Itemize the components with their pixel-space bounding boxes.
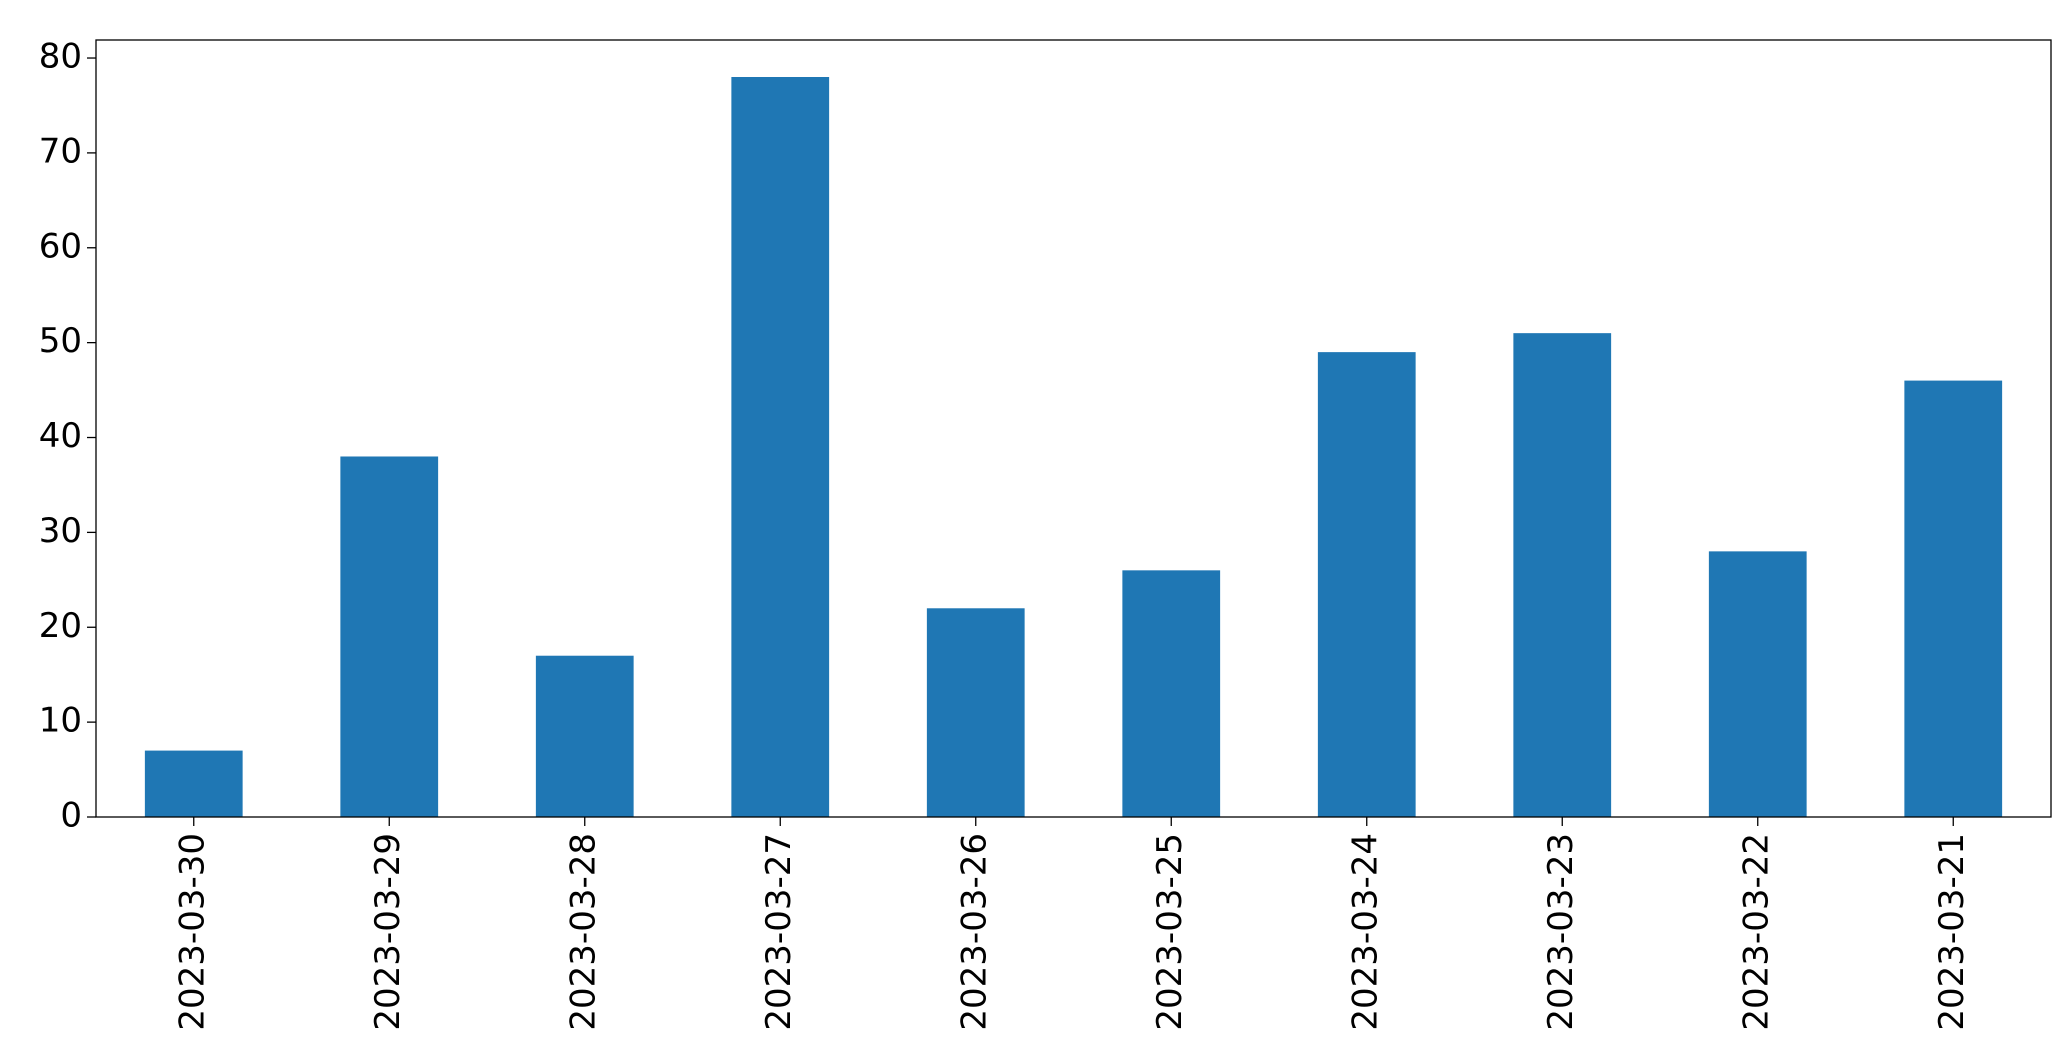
x-tick-label: 2023-03-24 <box>1345 833 1385 1031</box>
plot-frame <box>95 39 2052 818</box>
bar <box>1904 380 2003 817</box>
y-tick-label: 40 <box>39 416 82 456</box>
bar <box>731 77 830 817</box>
x-tick-label: 2023-03-23 <box>1541 833 1581 1031</box>
bar <box>535 655 634 817</box>
y-tick-label: 50 <box>39 321 82 361</box>
y-tick-label: 30 <box>39 511 82 551</box>
bar <box>1317 352 1416 817</box>
bar <box>1122 570 1221 817</box>
bar <box>340 456 439 817</box>
bar <box>926 608 1025 817</box>
y-tick-label: 0 <box>60 796 82 836</box>
y-tick-label: 20 <box>39 606 82 646</box>
x-tick-label: 2023-03-22 <box>1736 833 1776 1031</box>
x-tick-label: 2023-03-30 <box>172 833 212 1031</box>
x-tick-label: 2023-03-21 <box>1932 833 1972 1031</box>
x-tick-label: 2023-03-28 <box>563 833 603 1031</box>
x-tick-label: 2023-03-26 <box>954 833 994 1031</box>
bar <box>144 750 243 817</box>
x-tick-label: 2023-03-25 <box>1150 833 1190 1031</box>
x-tick-label: 2023-03-27 <box>759 833 799 1031</box>
x-tick-label: 2023-03-29 <box>368 833 408 1031</box>
y-tick-label: 70 <box>39 131 82 171</box>
y-tick-label: 80 <box>39 37 82 77</box>
y-tick-label: 60 <box>39 226 82 266</box>
bar <box>1513 333 1612 817</box>
y-tick-label: 10 <box>39 701 82 741</box>
bar <box>1708 551 1807 817</box>
